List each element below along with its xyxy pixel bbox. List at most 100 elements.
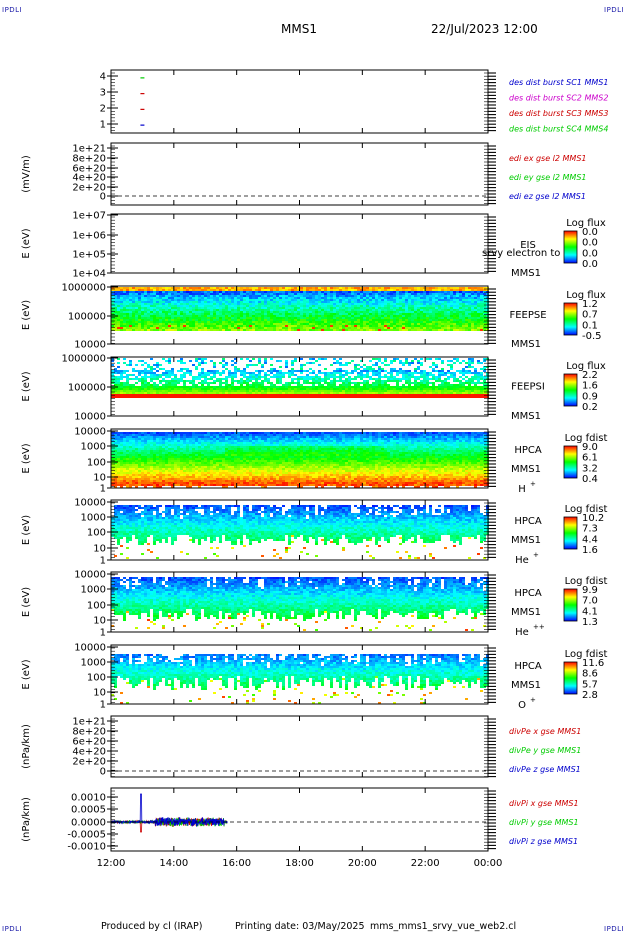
spectrogram-cell	[339, 386, 342, 388]
spectrogram-cell	[435, 386, 438, 388]
spectrogram-cell	[300, 376, 303, 378]
spectrogram-cell	[408, 376, 411, 378]
spectrogram-cell	[141, 291, 144, 293]
spectrogram-cell	[246, 301, 249, 303]
spectrogram-cell	[321, 309, 324, 311]
spectrogram-cell	[408, 362, 411, 364]
spectrogram-cell	[111, 484, 114, 486]
spectrogram-cell	[393, 327, 396, 329]
spectrogram-cell	[285, 392, 288, 394]
spectrogram-cell	[396, 317, 399, 319]
spectrogram-cell	[153, 392, 156, 394]
spectrogram-cell	[327, 323, 330, 325]
spectrogram-cell	[321, 372, 324, 374]
spectrogram-cell	[186, 392, 189, 394]
spectrogram-cell	[243, 327, 246, 329]
spectrogram-cell	[375, 394, 378, 396]
spectrogram-cell	[177, 309, 180, 311]
spectrogram-cell	[372, 325, 375, 327]
spectrogram-cell	[228, 374, 231, 376]
spectrogram-cell	[483, 376, 486, 378]
spectrogram-cell	[144, 368, 147, 370]
spectrogram-cell	[393, 289, 396, 291]
spectrogram-cell	[405, 323, 408, 325]
spectrogram-cell	[156, 454, 159, 456]
spectrogram-cell	[282, 297, 285, 299]
spectrogram-cell	[375, 321, 378, 323]
spectrogram-cell	[381, 313, 384, 315]
spectrogram-cell	[384, 323, 387, 325]
spectrogram-cell	[291, 364, 294, 366]
spectrogram-cell	[153, 470, 156, 472]
spectrogram-cell	[315, 305, 318, 307]
spectrogram-cell	[471, 372, 474, 374]
spectrogram-cell	[315, 392, 318, 394]
spectrogram-cell	[129, 327, 132, 329]
spectrogram-cell	[375, 289, 378, 291]
spectrogram-cell	[234, 295, 237, 297]
spectrogram-cell	[117, 297, 120, 299]
spectrogram-cell	[267, 380, 270, 382]
spectrogram-cell	[123, 372, 126, 374]
spectrogram-cell	[372, 392, 375, 394]
spectrogram-cell	[348, 307, 351, 309]
spectrogram-cell	[219, 390, 222, 392]
spectrogram-cell	[279, 291, 282, 293]
spectrogram-cell	[462, 287, 465, 289]
spectrogram-cell	[162, 311, 165, 313]
spectrogram-cell	[153, 474, 156, 476]
spectrogram-cell	[141, 380, 144, 382]
spectrogram-cell	[120, 299, 123, 301]
spectrogram-cell	[150, 396, 153, 398]
spectrogram-cell	[192, 382, 195, 384]
spectrogram-cell	[174, 315, 177, 317]
spectrogram-cell	[153, 434, 156, 436]
spectrogram-cell	[303, 313, 306, 315]
spectrogram-cell	[138, 327, 141, 329]
spectrogram-cell	[255, 287, 258, 289]
spectrogram-cell	[237, 382, 240, 384]
spectrogram-cell	[141, 384, 144, 386]
spectrogram-cell	[276, 309, 279, 311]
spectrogram-cell	[378, 287, 381, 289]
spectrogram-cell	[387, 380, 390, 382]
spectrogram-cell	[165, 315, 168, 317]
spectrogram-cell	[162, 303, 165, 305]
spectrogram-cell	[417, 315, 420, 317]
spectrogram-cell	[192, 396, 195, 398]
spectrogram-cell	[222, 307, 225, 309]
spectrogram-cell	[252, 307, 255, 309]
spectrogram-cell	[159, 309, 162, 311]
spectrogram-cell	[357, 295, 360, 297]
spectrogram-cell	[468, 291, 471, 293]
spectrogram-cell	[183, 291, 186, 293]
spectrogram-cell	[144, 452, 147, 454]
spectrogram-cell	[255, 386, 258, 388]
spectrogram-cell	[192, 364, 195, 366]
spectrogram-cell	[138, 440, 141, 442]
spectrogram-cell	[369, 323, 372, 325]
spectrogram-cell	[294, 394, 297, 396]
spectrogram-cell	[162, 374, 165, 376]
spectrogram-cell	[354, 287, 357, 289]
spectrogram-cell	[369, 305, 372, 307]
spectrogram-cell	[324, 329, 327, 331]
spectrogram-cell	[192, 327, 195, 329]
spectrogram-cell	[111, 436, 114, 438]
spectrogram-cell	[297, 392, 300, 394]
spectrogram-cell	[246, 323, 249, 325]
spectrogram-cell	[465, 376, 468, 378]
spectrogram-cell	[153, 432, 156, 434]
spectrogram-cell	[144, 444, 147, 446]
spectrogram-cell	[402, 301, 405, 303]
spectrogram-cell	[156, 305, 159, 307]
spectrogram-cell	[231, 392, 234, 394]
spectrogram-cell	[456, 323, 459, 325]
spectrogram-cell	[402, 325, 405, 327]
spectrogram-cell	[198, 362, 201, 364]
spectrogram-cell	[468, 321, 471, 323]
spectrogram-cell	[171, 319, 174, 321]
spectrogram-cell	[393, 388, 396, 390]
spectrogram-cell	[360, 390, 363, 392]
spectrogram-cell	[183, 388, 186, 390]
